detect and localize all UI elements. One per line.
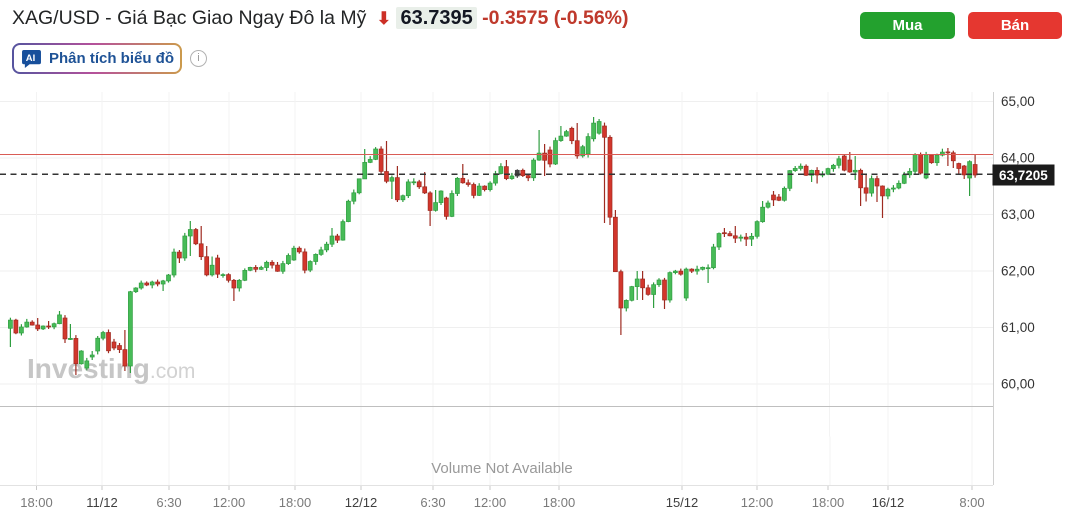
svg-text:16/12: 16/12 [872,495,905,510]
svg-text:6:30: 6:30 [156,495,181,510]
svg-text:12/12: 12/12 [345,495,378,510]
svg-text:12:00: 12:00 [474,495,507,510]
svg-text:64,00: 64,00 [1001,151,1035,166]
svg-text:6:30: 6:30 [420,495,445,510]
svg-text:60,00: 60,00 [1001,377,1035,392]
svg-text:63,7205: 63,7205 [999,168,1048,183]
svg-text:61,00: 61,00 [1001,320,1035,335]
svg-text:18:00: 18:00 [543,495,576,510]
svg-text:65,00: 65,00 [1001,94,1035,109]
svg-text:62,00: 62,00 [1001,264,1035,279]
svg-text:18:00: 18:00 [279,495,312,510]
svg-text:63,00: 63,00 [1001,207,1035,222]
svg-text:Volume Not Available: Volume Not Available [431,460,572,477]
svg-text:8:00: 8:00 [959,495,984,510]
svg-text:Investing.com: Investing.com [27,353,195,384]
svg-text:18:00: 18:00 [812,495,845,510]
svg-text:18:00: 18:00 [20,495,53,510]
svg-text:12:00: 12:00 [741,495,774,510]
svg-text:12:00: 12:00 [213,495,246,510]
svg-text:15/12: 15/12 [666,495,699,510]
svg-text:AI: AI [26,52,35,63]
svg-text:11/12: 11/12 [86,495,118,510]
